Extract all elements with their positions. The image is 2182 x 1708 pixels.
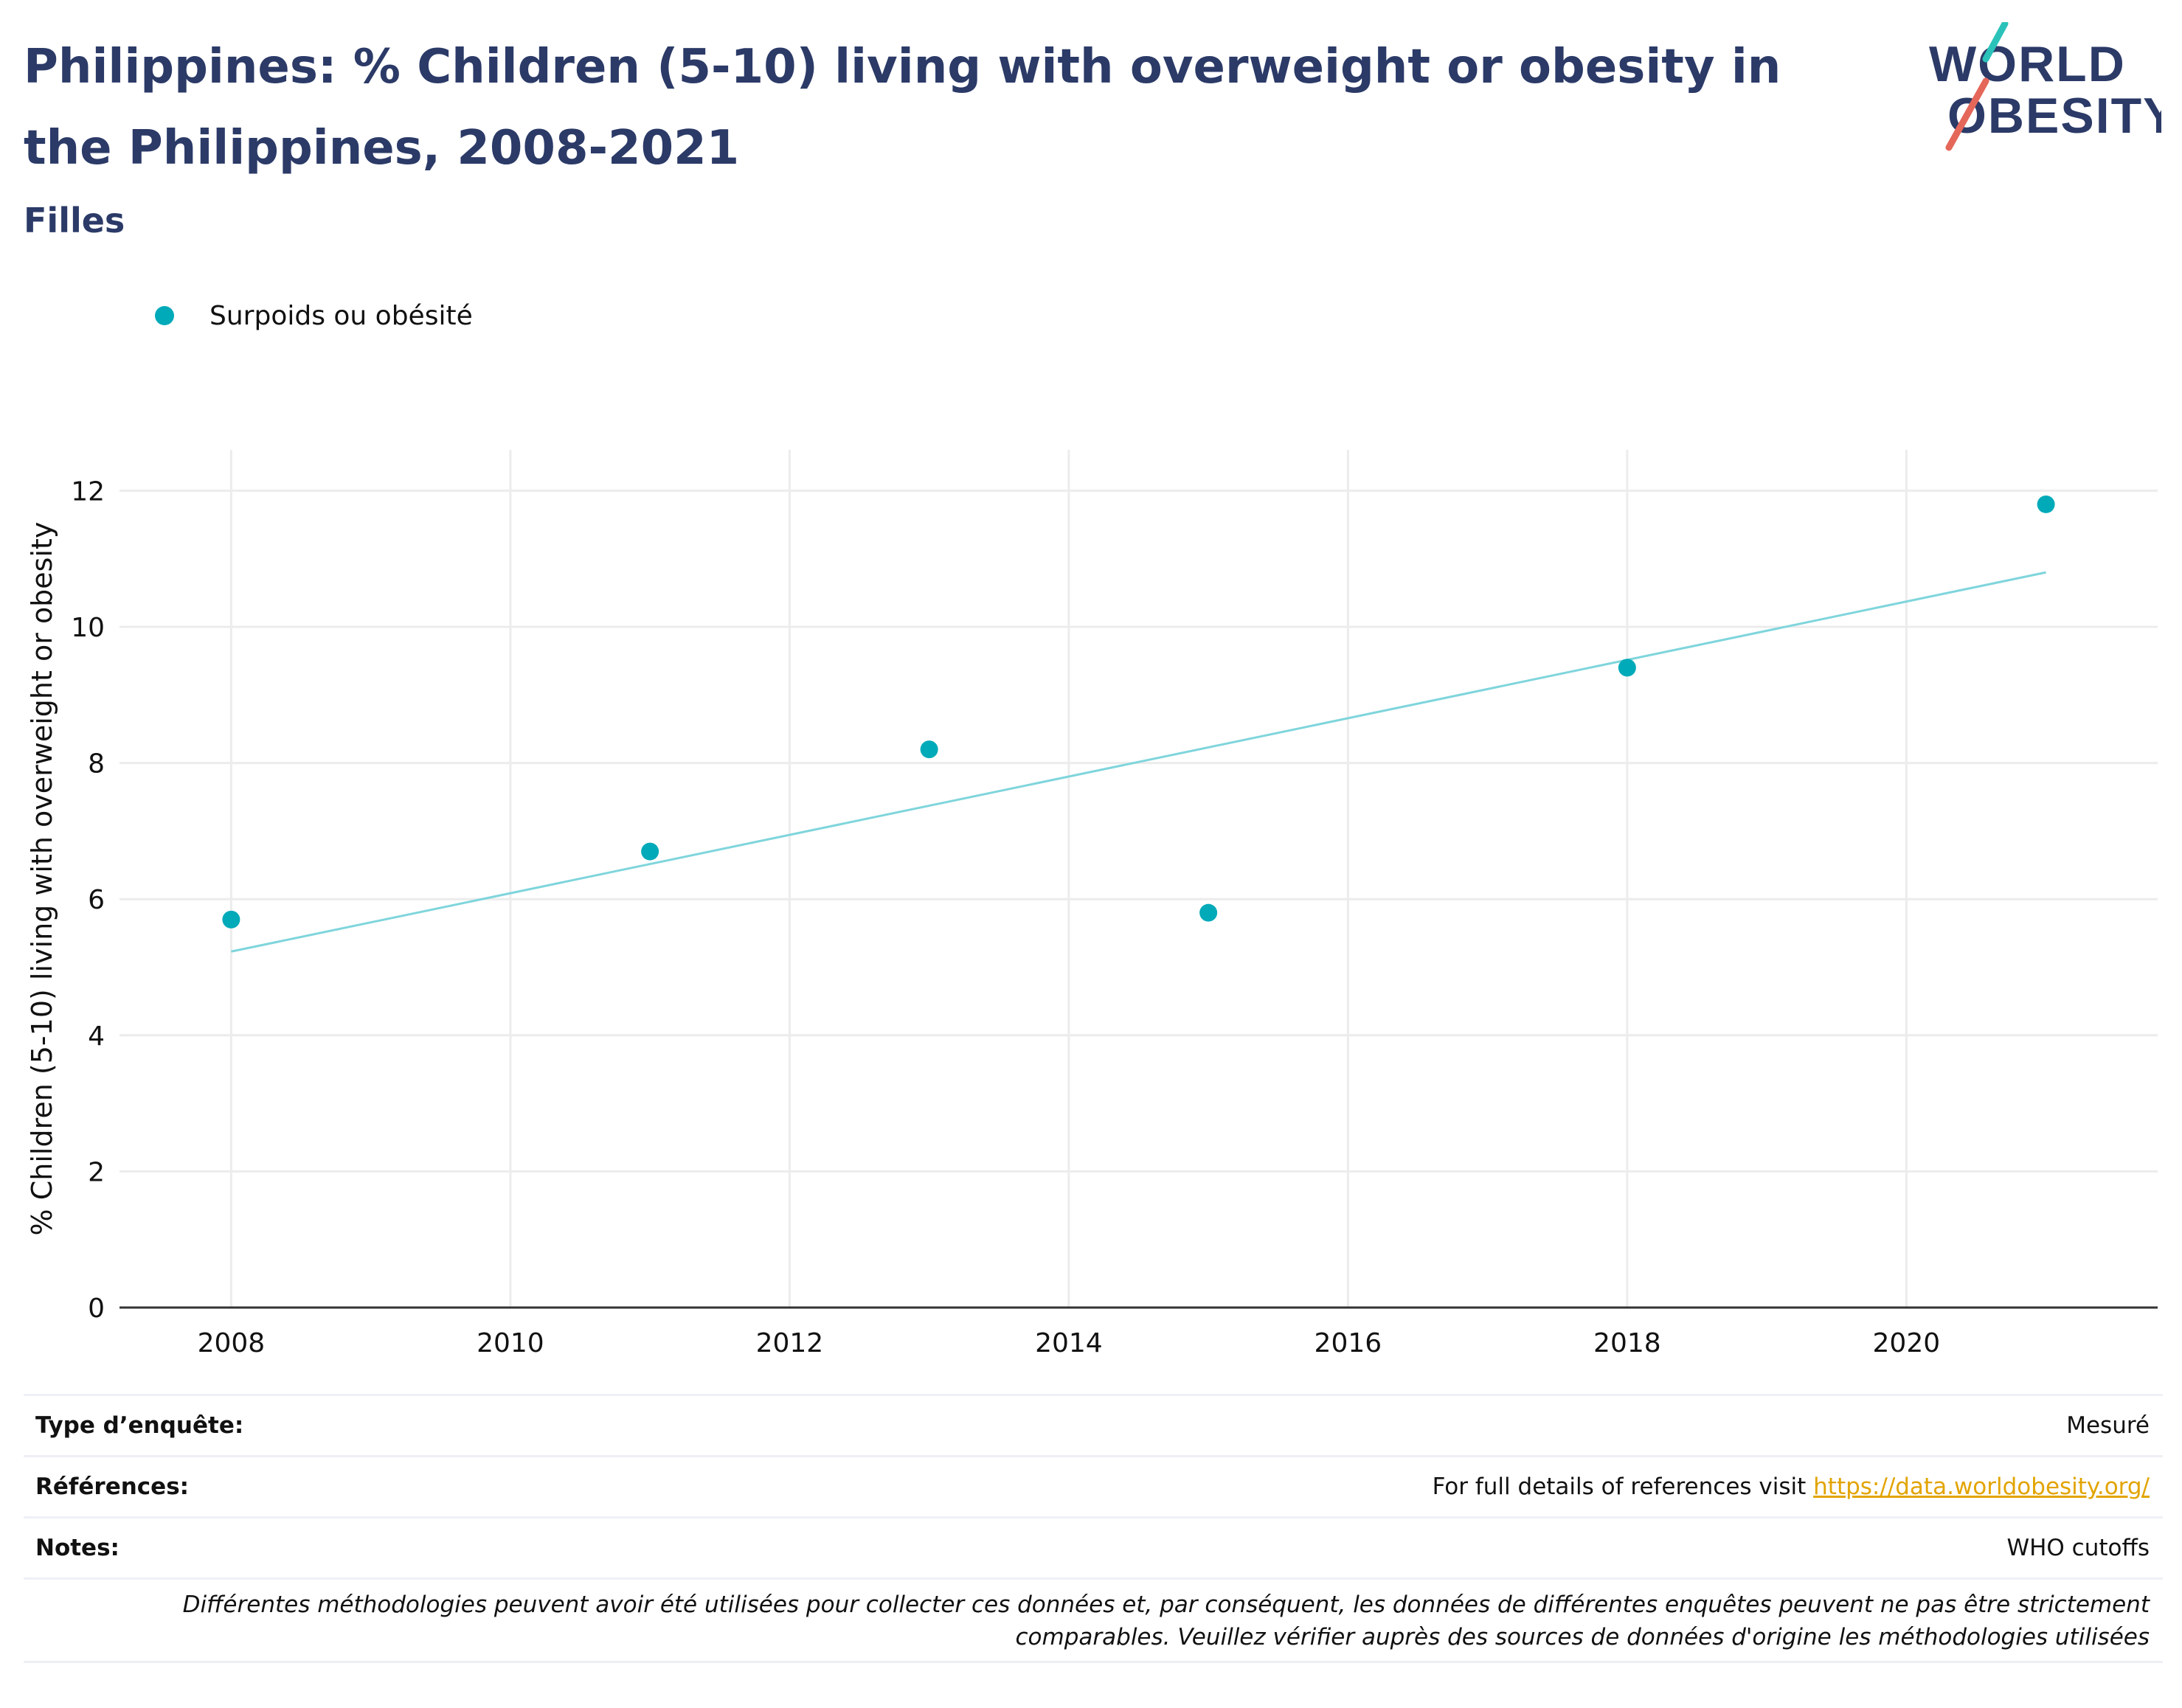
y-tick-label-6: 6 — [88, 885, 105, 915]
world-obesity-logo: WORLD OBESITY — [1929, 22, 2161, 151]
x-tick-label-2014: 2014 — [1035, 1328, 1103, 1358]
survey-info-table: Type d’enquête: Mesuré Références: For f… — [24, 1394, 2163, 1663]
y-tick-label-12: 12 — [71, 476, 105, 507]
data-point-2008 — [222, 910, 240, 928]
data-point-2011 — [641, 842, 659, 861]
chart-title: Philippines: % Children (5-10) living wi… — [24, 40, 1781, 176]
legend-label: Surpoids ou obésité — [209, 300, 473, 331]
notes-row: Notes: WHO cutoffs — [24, 1518, 2163, 1580]
survey-type-row: Type d’enquête: Mesuré — [24, 1396, 2163, 1457]
logo-word-world: WORLD — [1929, 36, 2126, 92]
logo-slash-red — [1945, 77, 1989, 151]
notes-value: WHO cutoffs — [2006, 1535, 2150, 1561]
x-tick-label-2008: 2008 — [198, 1328, 266, 1358]
y-tick-label-4: 4 — [88, 1021, 105, 1052]
legend-marker — [155, 306, 174, 325]
y-tick-label-8: 8 — [88, 749, 105, 780]
y-tick-label-10: 10 — [71, 613, 105, 643]
x-tick-label-2020: 2020 — [1873, 1328, 1941, 1358]
x-tick-label-2012: 2012 — [756, 1328, 824, 1358]
logo-word-obesity: OBESITY — [1947, 88, 2161, 144]
scatter-chart: 2008 2010 2012 2014 2016 2018 2020 0 2 4 6 8 10 12 % C… — [26, 450, 2158, 1358]
x-tick-label-2010: 2010 — [477, 1328, 544, 1358]
data-point-2021 — [2037, 495, 2055, 513]
survey-type-label: Type d’enquête: — [35, 1412, 244, 1439]
disclaimer-line-1: Différentes méthodologies peuvent avoir … — [182, 1591, 2150, 1618]
x-tick-label-2018: 2018 — [1593, 1328, 1661, 1358]
disclaimer-line-2: comparables. Veuillez vérifier auprès de… — [1015, 1624, 2150, 1650]
y-axis-label: % Children (5-10) living with overweight… — [26, 522, 58, 1236]
references-text: For full details of references visit — [1432, 1473, 1814, 1500]
references-link[interactable]: https://data.worldobesity.org/ — [1813, 1473, 2150, 1500]
data-point-2018 — [1618, 659, 1636, 677]
references-value: For full details of references visit htt… — [1433, 1473, 2150, 1500]
data-point-2013 — [920, 740, 938, 759]
data-point-2015 — [1199, 903, 1218, 922]
notes-label: Notes: — [35, 1535, 120, 1561]
x-tick-label-2016: 2016 — [1315, 1328, 1382, 1358]
logo-slash-teal — [1982, 22, 2009, 63]
trend-line — [231, 571, 2046, 953]
chart-subtitle: Filles — [24, 201, 125, 240]
survey-type-value: Mesuré — [2066, 1412, 2150, 1439]
methodology-disclaimer: Différentes méthodologies peuvent avoir … — [24, 1580, 2163, 1663]
chart-legend[interactable]: Surpoids ou obésité — [155, 294, 473, 338]
y-tick-label-2: 2 — [88, 1157, 105, 1187]
references-label: Références: — [35, 1473, 190, 1500]
y-tick-label-0: 0 — [88, 1294, 105, 1324]
references-row: Références: For full details of referenc… — [24, 1457, 2163, 1518]
